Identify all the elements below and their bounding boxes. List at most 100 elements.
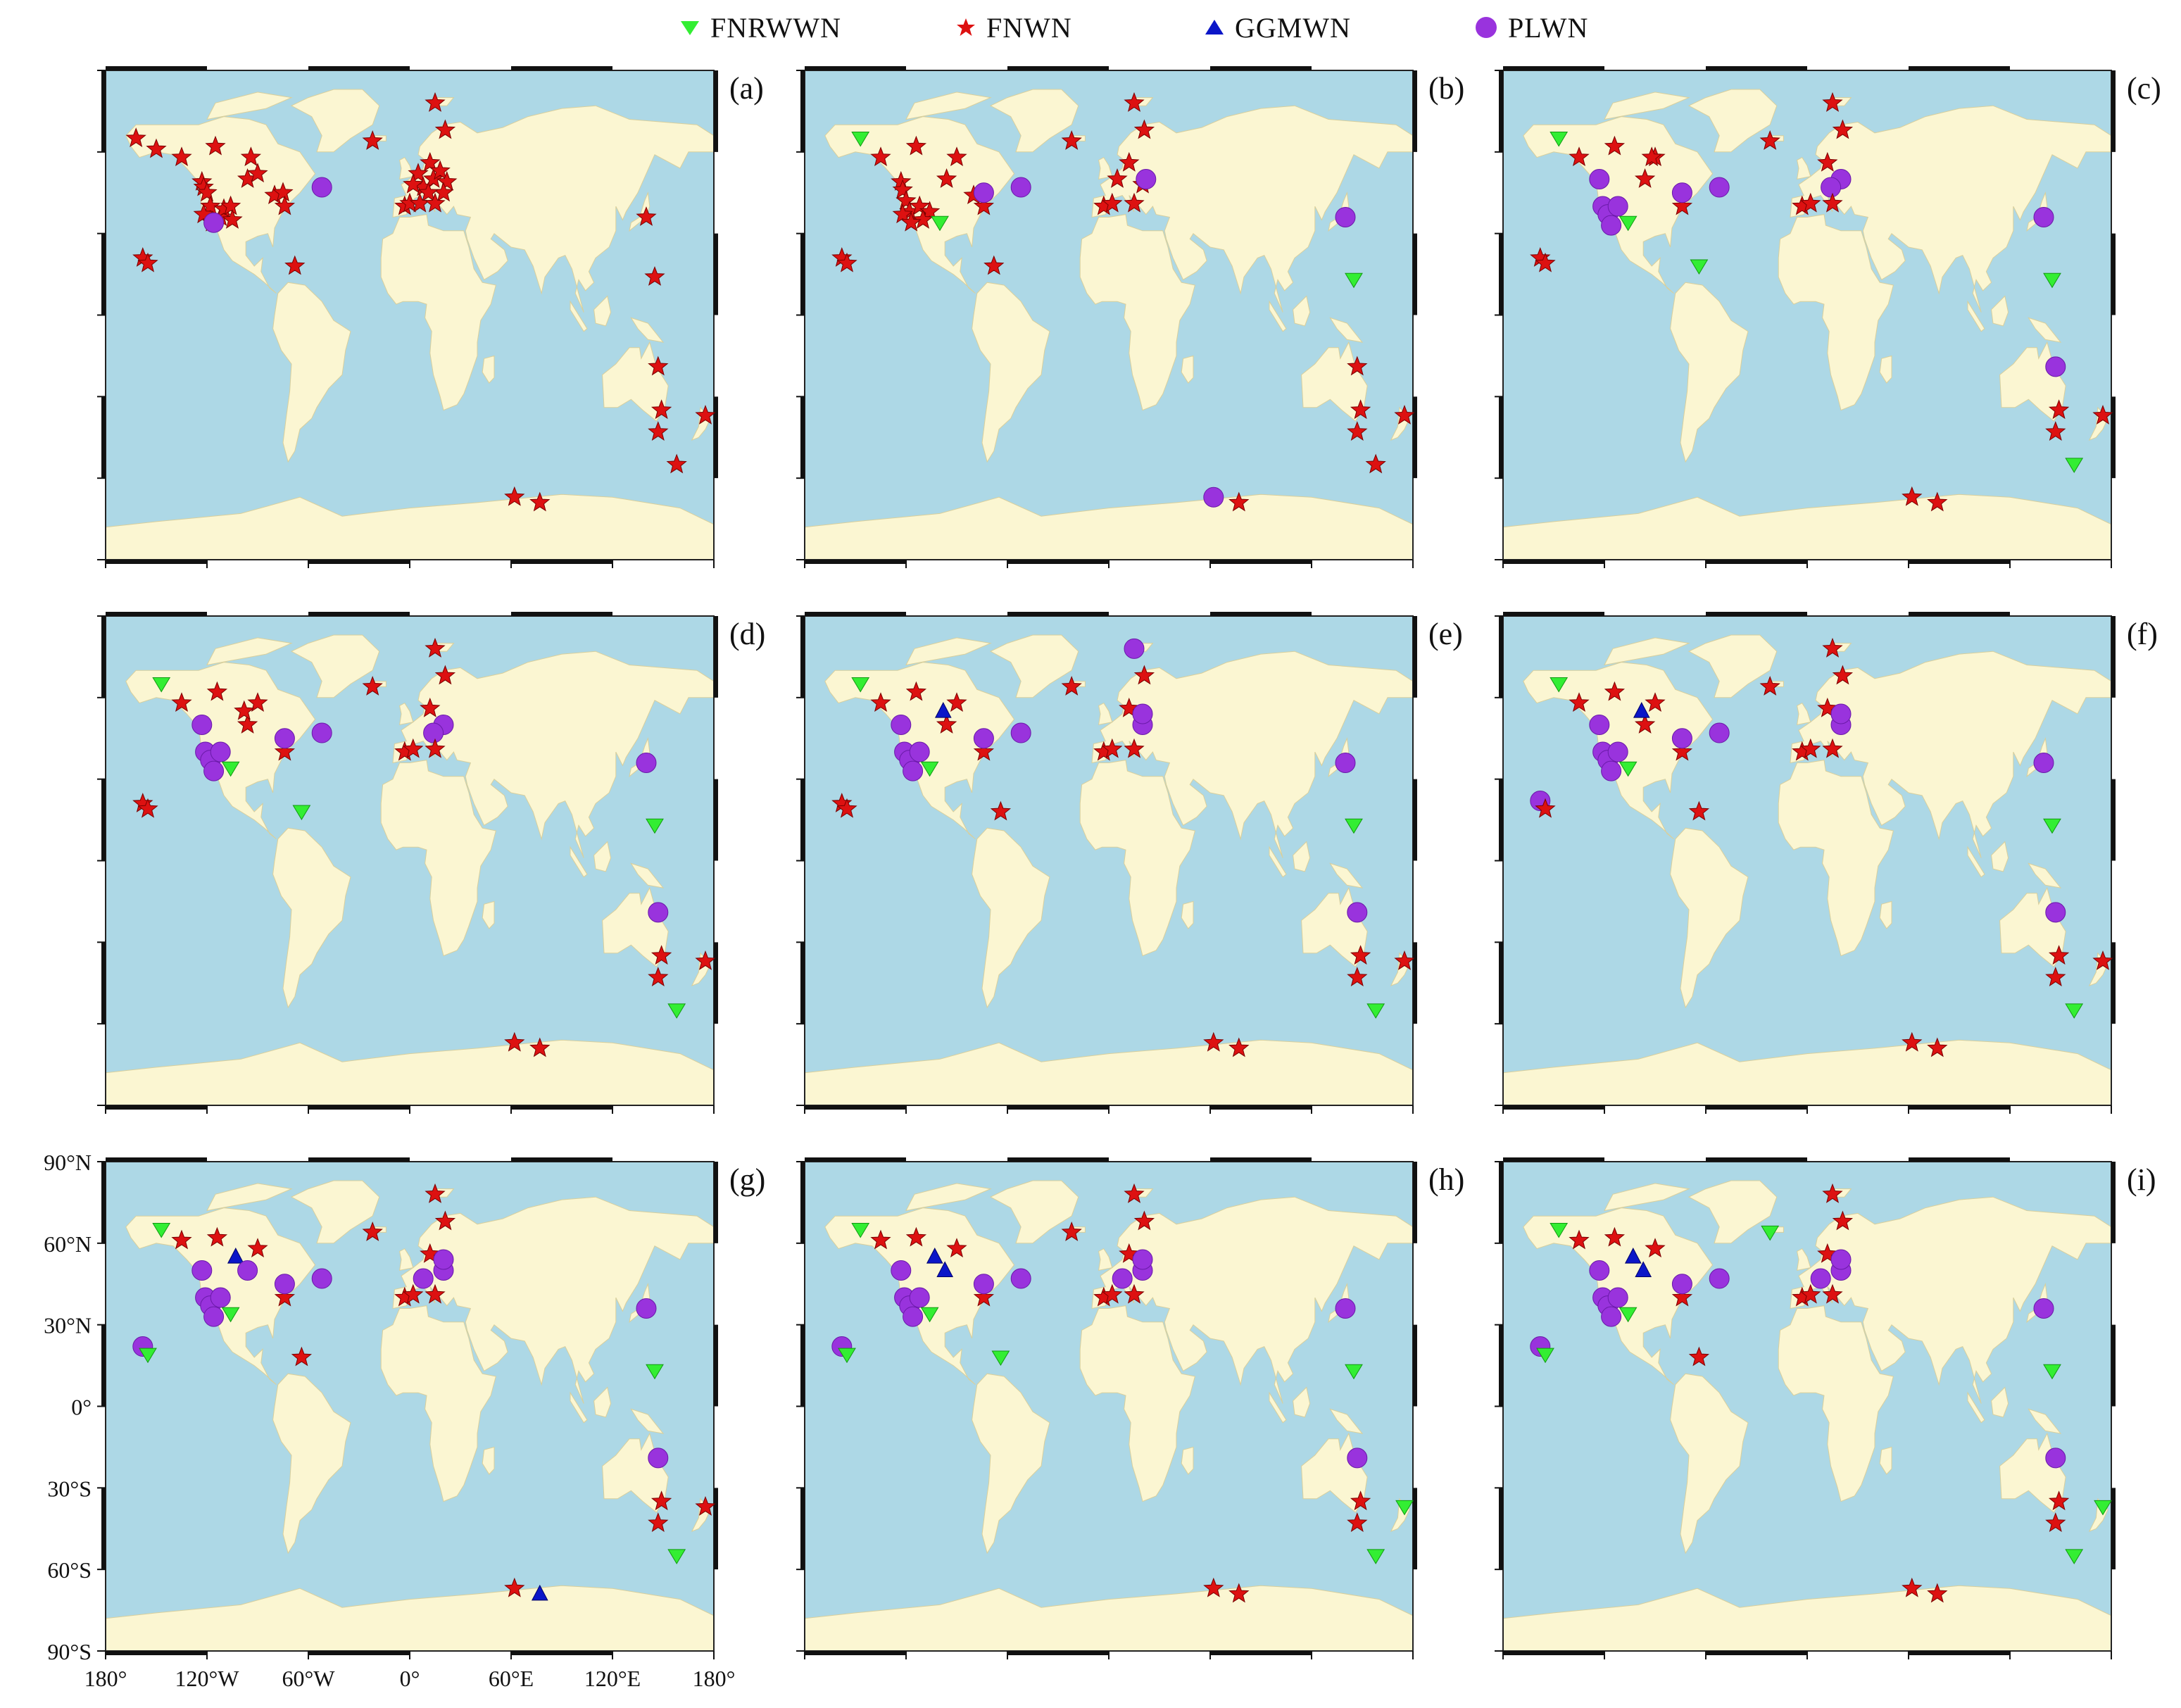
legend-item-ggmwn: GGMWN [1204, 10, 1351, 45]
fnrwwn-triangle-marker [139, 1348, 157, 1364]
land-layer [106, 1180, 714, 1651]
continent-antarctica [106, 1585, 714, 1651]
continent-arctic-islands [1604, 92, 1690, 120]
continent-indonesia-borneo [1293, 841, 1311, 872]
plwn-circle-marker [210, 1287, 231, 1308]
continent-indonesia-borneo [593, 841, 612, 872]
plwn-circle-marker [1830, 1249, 1852, 1270]
continent-greenland [989, 1180, 1079, 1244]
continent-arctic-islands [905, 637, 992, 666]
station-markers [1530, 92, 2113, 512]
fnrwwn-triangle-marker [920, 1307, 939, 1323]
fnwn-star-marker [2045, 967, 2066, 987]
plwn-circle-marker [274, 728, 295, 749]
plwn-circle-marker [1709, 177, 1730, 198]
continent-south-america [1670, 282, 1749, 463]
fnwn-star-marker [408, 163, 429, 183]
plwn-circle-marker [903, 1306, 924, 1327]
lon-tick-label: 60°W [282, 1666, 336, 1691]
continent-africa [1778, 1305, 1894, 1502]
panel-label: (c) [2127, 71, 2161, 106]
legend-label: FNWN [986, 11, 1072, 44]
continent-new-guinea [2028, 317, 2062, 343]
fnwn-star-marker [137, 798, 158, 818]
lat-tick-label: 90°N [44, 1150, 92, 1175]
fnrwwn-triangle-marker [1345, 818, 1363, 834]
map-panel: (c) [1495, 66, 2161, 568]
blue-triangle-up-icon [1205, 20, 1224, 34]
fnwn-star-marker [1133, 665, 1155, 685]
ggmwn-triangle-marker [934, 702, 952, 718]
plwn-circle-marker [1589, 1260, 1610, 1281]
map-panel: (f) [1495, 612, 2158, 1114]
fnwn-star-marker [529, 1037, 551, 1057]
fnwn-star-marker [1102, 1283, 1123, 1304]
fnwn-star-marker [1133, 119, 1155, 139]
continent-greenland [290, 89, 380, 153]
land-layer [106, 89, 714, 560]
fnwn-star-marker [1800, 192, 1821, 213]
fnrwwn-triangle-marker [851, 677, 870, 693]
continent-sumatra [570, 1391, 588, 1424]
fnwn-star-marker [973, 1286, 995, 1307]
continent-africa [1079, 760, 1196, 957]
continent-south-america [972, 1373, 1050, 1555]
continent-madagascar [1879, 355, 1892, 384]
fnwn-star-marker [1817, 151, 1838, 172]
fnrwwn-triangle-marker [1619, 761, 1638, 777]
fnwn-star-marker [171, 692, 192, 712]
map-panel: (b) [796, 66, 1464, 568]
fnwn-star-marker [1061, 130, 1082, 150]
continent-eurasia [1790, 105, 2111, 313]
fnwn-star-marker [234, 700, 255, 720]
ggmwn-triangle-marker [1624, 1248, 1642, 1264]
legend-label: GGMWN [1235, 11, 1351, 44]
fnwn-star-marker [909, 195, 930, 215]
panel-label: (i) [2127, 1162, 2156, 1197]
fnrwwn-triangle-marker [991, 1350, 1010, 1366]
fnwn-star-marker [420, 1243, 441, 1263]
fnwn-star-marker [504, 486, 525, 506]
fnwn-star-marker [237, 713, 258, 734]
fnrwwn-triangle-marker [292, 805, 311, 820]
plwn-circle-marker [973, 1274, 994, 1295]
continent-greenland [290, 634, 380, 698]
fnwn-star-marker [425, 1183, 446, 1203]
fnwn-star-marker [919, 201, 941, 221]
ggmwn-triangle-marker [1635, 1261, 1652, 1277]
panel-label: (d) [729, 617, 765, 651]
continent-greenland [1687, 89, 1778, 153]
fnwn-star-marker [1822, 1183, 1843, 1203]
plwn-circle-marker [1589, 714, 1610, 735]
fnwn-star-marker [946, 692, 967, 712]
lat-tick-label: 60°S [47, 1557, 92, 1583]
fnwn-star-marker [146, 138, 167, 158]
lon-tick-label: 0° [400, 1666, 420, 1691]
plwn-circle-marker [973, 182, 994, 203]
fnwn-star-marker [1124, 92, 1145, 112]
panel-label: (h) [1428, 1162, 1464, 1197]
fnwn-star-marker [650, 399, 672, 420]
plwn-circle-marker [1136, 168, 1157, 189]
fnwn-star-marker [905, 1226, 927, 1247]
fnwn-star-marker [636, 206, 657, 226]
map-frame [97, 612, 718, 1114]
fnwn-star-marker [1927, 1583, 1948, 1603]
fnrwwn-triangle-marker [1395, 1500, 1414, 1516]
fnwn-star-marker [171, 1229, 192, 1250]
lon-tick-label: 120°W [175, 1666, 240, 1691]
continent-south-america [272, 827, 351, 1009]
fnwn-star-marker [1800, 738, 1821, 758]
continent-british-isles [398, 702, 414, 726]
fnwn-star-marker [1902, 1031, 1923, 1052]
fnwn-star-marker [1671, 741, 1693, 761]
fnwn-star-marker [529, 491, 551, 512]
fnwn-star-marker [1350, 945, 1371, 965]
fnrwwn-triangle-marker [1619, 1307, 1638, 1323]
plwn-circle-marker [1010, 177, 1031, 198]
fnwn-star-marker [1228, 1037, 1250, 1057]
plwn-circle-marker [1589, 168, 1610, 189]
plwn-circle-marker [1124, 638, 1145, 659]
fnwn-star-marker [1394, 405, 1415, 425]
continent-arctic-islands [905, 92, 992, 120]
